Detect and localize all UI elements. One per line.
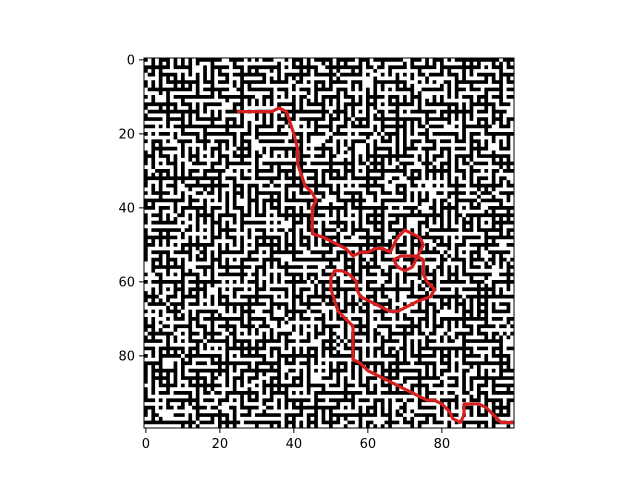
x-tick-label: 80 <box>434 437 451 452</box>
maze-wall-cells <box>144 58 514 428</box>
y-tick-label: 80 <box>118 349 135 364</box>
x-tick-label: 0 <box>142 437 150 452</box>
x-tick-label: 40 <box>286 437 303 452</box>
y-tick-label: 20 <box>118 127 135 142</box>
y-axis: 0 20 40 60 80 <box>118 53 144 364</box>
x-tick-label: 20 <box>212 437 229 452</box>
y-tick-label: 0 <box>127 53 135 68</box>
axes-frame <box>143 57 515 429</box>
solution-path <box>236 106 514 425</box>
maze-walls <box>144 58 514 428</box>
x-axis: 0 20 40 60 80 <box>142 428 450 452</box>
y-tick-label: 60 <box>118 275 135 290</box>
plot-area <box>143 57 515 429</box>
x-tick-label: 60 <box>360 437 377 452</box>
y-tick-label: 40 <box>118 201 135 216</box>
